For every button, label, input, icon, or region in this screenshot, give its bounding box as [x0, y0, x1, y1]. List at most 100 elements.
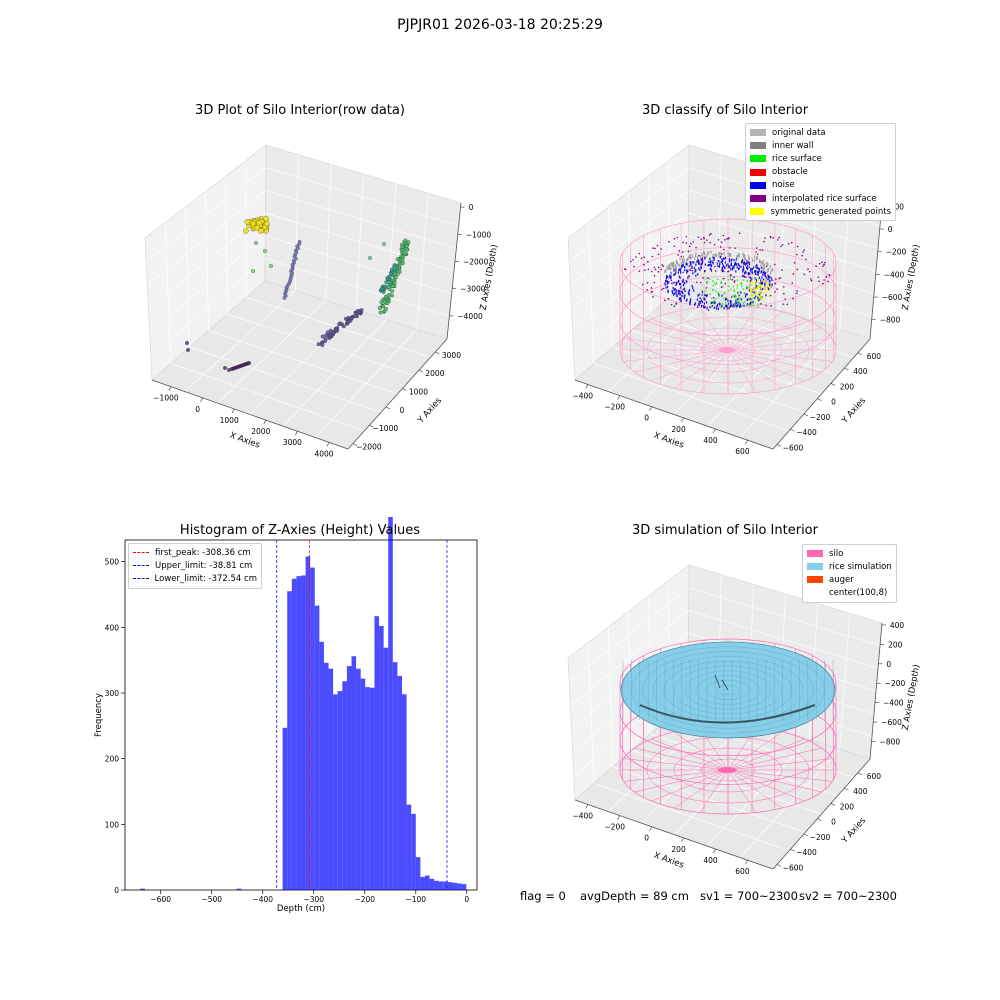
- rice-surface-point: [727, 290, 729, 292]
- interpolated-point: [653, 281, 656, 284]
- interpolated-point: [769, 236, 772, 239]
- y-tick-label: 500: [105, 558, 120, 567]
- interpolated-point: [774, 263, 776, 266]
- y-tick: [857, 352, 863, 356]
- legend-label: inner wall: [772, 140, 814, 151]
- legend-item: auger: [807, 573, 892, 586]
- symmetric-point: [767, 282, 770, 284]
- noise-point: [689, 261, 691, 264]
- symmetric-point: [750, 288, 753, 290]
- noise-point: [731, 258, 733, 261]
- x-tick-label: 1000: [220, 416, 239, 425]
- z-tick-label: −2000: [463, 257, 489, 266]
- rice-surface-point: [734, 294, 737, 296]
- rice-surface-point: [720, 282, 722, 284]
- x-tick-label: 400: [703, 856, 718, 865]
- noise-point: [722, 269, 724, 272]
- interpolated-point: [731, 278, 734, 281]
- data-point: [394, 275, 398, 280]
- noise-point: [668, 281, 670, 284]
- wall-point: [771, 268, 773, 272]
- histogram-bar: [374, 616, 380, 890]
- rice-surface-point: [741, 304, 744, 307]
- rice-surface-point: [745, 304, 748, 307]
- y-tick: [830, 383, 836, 386]
- histogram-bar: [333, 694, 338, 890]
- rice-surface-point: [730, 288, 732, 291]
- noise-point: [684, 289, 686, 293]
- histogram-bar: [342, 681, 347, 890]
- x-axis-label: Depth (cm): [277, 904, 325, 914]
- legend-label: obstacle: [772, 167, 808, 178]
- interpolated-point: [646, 288, 648, 291]
- mesh-line: [674, 665, 782, 715]
- z-tick-label: 400: [890, 621, 905, 630]
- noise-point: [709, 306, 711, 309]
- interpolated-point: [650, 287, 653, 289]
- mesh-line: [652, 656, 804, 724]
- noise-point: [737, 267, 740, 271]
- rice-surface-point: [723, 293, 725, 295]
- interpolated-point: [823, 263, 825, 266]
- data-point: [382, 299, 387, 304]
- rice-surface-point: [752, 297, 754, 300]
- mesh-line: [620, 641, 836, 739]
- noise-point: [695, 274, 697, 277]
- noise-point: [727, 299, 729, 302]
- noise-point: [689, 262, 692, 265]
- noise-point: [760, 279, 762, 282]
- panel2-legend: original data inner wall rice surface ob…: [745, 123, 896, 222]
- interpolated-point: [633, 265, 635, 268]
- interpolated-point: [717, 238, 720, 241]
- wall-point: [672, 264, 674, 268]
- noise-point: [764, 272, 766, 275]
- noise-point: [689, 302, 691, 305]
- noise-point: [767, 275, 770, 278]
- interpolated-point: [696, 281, 698, 284]
- y-tick-label: 0: [114, 886, 119, 895]
- noise-point: [694, 270, 696, 273]
- data-point: [349, 316, 354, 320]
- interpolated-point: [709, 241, 711, 244]
- interpolated-point: [755, 247, 758, 249]
- rice-surface-point: [720, 306, 722, 309]
- interpolated-point: [638, 252, 641, 255]
- noise-point: [749, 269, 752, 272]
- z-tick-label: −800: [880, 316, 901, 325]
- interpolated-point: [646, 282, 649, 284]
- noise-point: [761, 266, 763, 269]
- noise-point: [734, 263, 736, 266]
- wall-point: [710, 250, 712, 254]
- legend-label: Lower_limit: -372.54 cm: [154, 573, 257, 584]
- histogram-bar: [402, 694, 407, 890]
- histogram-bar: [287, 591, 292, 890]
- interpolated-point: [801, 254, 804, 257]
- symmetric-point: [760, 286, 763, 288]
- y-tick: [790, 848, 795, 852]
- noise-point: [721, 258, 723, 261]
- x-tick: [168, 386, 172, 391]
- interpolated-point: [808, 270, 811, 273]
- noise-point: [664, 282, 666, 285]
- noise-point: [682, 278, 684, 281]
- histogram-bar: [424, 875, 430, 890]
- wall-point: [674, 269, 676, 273]
- noise-point: [743, 275, 745, 278]
- rice-surface-point: [732, 285, 735, 288]
- wall-point: [718, 252, 720, 256]
- y-tick-label: −600: [783, 443, 804, 452]
- legend-item: Upper_limit: -38.81 cm: [133, 559, 257, 572]
- y-tick: [352, 443, 358, 446]
- noise-point: [681, 294, 683, 297]
- rice-surface-point: [735, 296, 737, 298]
- noise-point: [764, 282, 766, 285]
- rice-surface-point: [741, 285, 743, 287]
- noise-point: [709, 257, 711, 260]
- symmetric-point: [754, 281, 756, 283]
- noise-point: [710, 269, 713, 272]
- interpolated-point: [822, 265, 824, 268]
- rice-surface-point: [721, 278, 724, 280]
- wall-point: [738, 253, 740, 257]
- noise-point: [741, 259, 744, 262]
- noise-point: [682, 281, 684, 284]
